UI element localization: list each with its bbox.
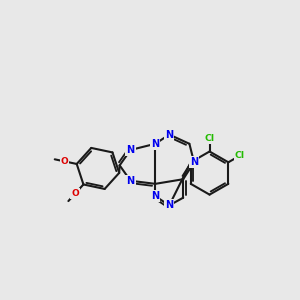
Text: N: N <box>126 145 135 155</box>
Text: N: N <box>126 176 135 186</box>
Text: Cl: Cl <box>235 151 245 160</box>
Text: O: O <box>61 157 68 166</box>
Text: N: N <box>165 200 173 210</box>
Text: N: N <box>151 139 159 149</box>
Text: Cl: Cl <box>205 134 214 143</box>
Text: N: N <box>165 130 173 140</box>
Text: N: N <box>190 157 198 167</box>
Text: O: O <box>71 189 79 198</box>
Text: N: N <box>151 191 159 201</box>
